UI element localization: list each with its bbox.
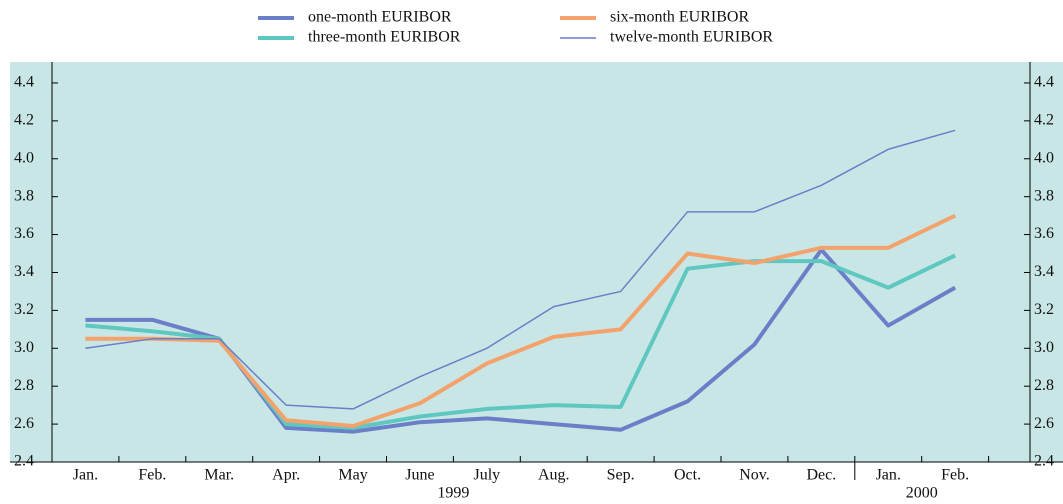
y-tick-label: 3.4 [14,263,34,280]
x-tick-label: Mar. [204,467,234,484]
y-tick-label: 4.4 [14,74,34,91]
y2-tick-label: 4.0 [1034,149,1054,166]
y-tick-label: 2.4 [14,453,34,470]
y-tick-label: 3.8 [14,187,34,204]
x-tick-label: Apr. [272,467,300,484]
y-tick-label: 4.2 [14,112,34,129]
x-tick-label: Jan. [73,467,98,484]
y2-tick-label: 3.4 [1034,263,1054,280]
series-line [85,129,956,410]
y-tick-label: 2.8 [14,377,34,394]
y2-tick-label: 2.6 [1034,415,1054,432]
x-tick-label: Oct. [674,467,701,484]
x-tick-label: July [474,467,501,484]
y2-tick-label: 2.8 [1034,377,1054,394]
y2-tick-label: 3.6 [1034,225,1054,242]
year-label: 2000 [906,485,938,502]
legend-label: twelve-month EURIBOR [610,29,773,46]
y-tick-label: 2.6 [14,415,34,432]
x-tick-label: Jan. [876,467,901,484]
x-tick-label: Aug. [538,467,570,484]
x-tick-label: Sep. [607,467,635,484]
y-tick-label: 3.2 [14,301,34,318]
y2-tick-label: 3.8 [1034,187,1054,204]
x-tick-label: May [338,467,367,484]
legend-label: six-month EURIBOR [610,9,749,26]
y2-tick-label: 4.2 [1034,112,1054,129]
y2-tick-label: 3.0 [1034,339,1054,356]
y-tick-label: 4.0 [14,149,34,166]
x-tick-label: Feb. [941,467,969,484]
legend-label: three-month EURIBOR [308,29,461,46]
legend-label: one-month EURIBOR [308,9,452,26]
y2-tick-label: 4.4 [1034,74,1054,91]
plot-background [10,62,1063,462]
year-label: 1999 [437,485,469,502]
x-tick-label: Nov. [739,467,770,484]
y2-tick-label: 3.2 [1034,301,1054,318]
y-tick-label: 3.6 [14,225,34,242]
x-tick-label: Dec. [806,467,836,484]
series-line [85,213,957,428]
x-tick-label: Feb. [138,467,166,484]
x-tick-label: June [405,467,434,484]
y-tick-label: 3.0 [14,339,34,356]
y2-tick-label: 2.4 [1034,453,1054,470]
